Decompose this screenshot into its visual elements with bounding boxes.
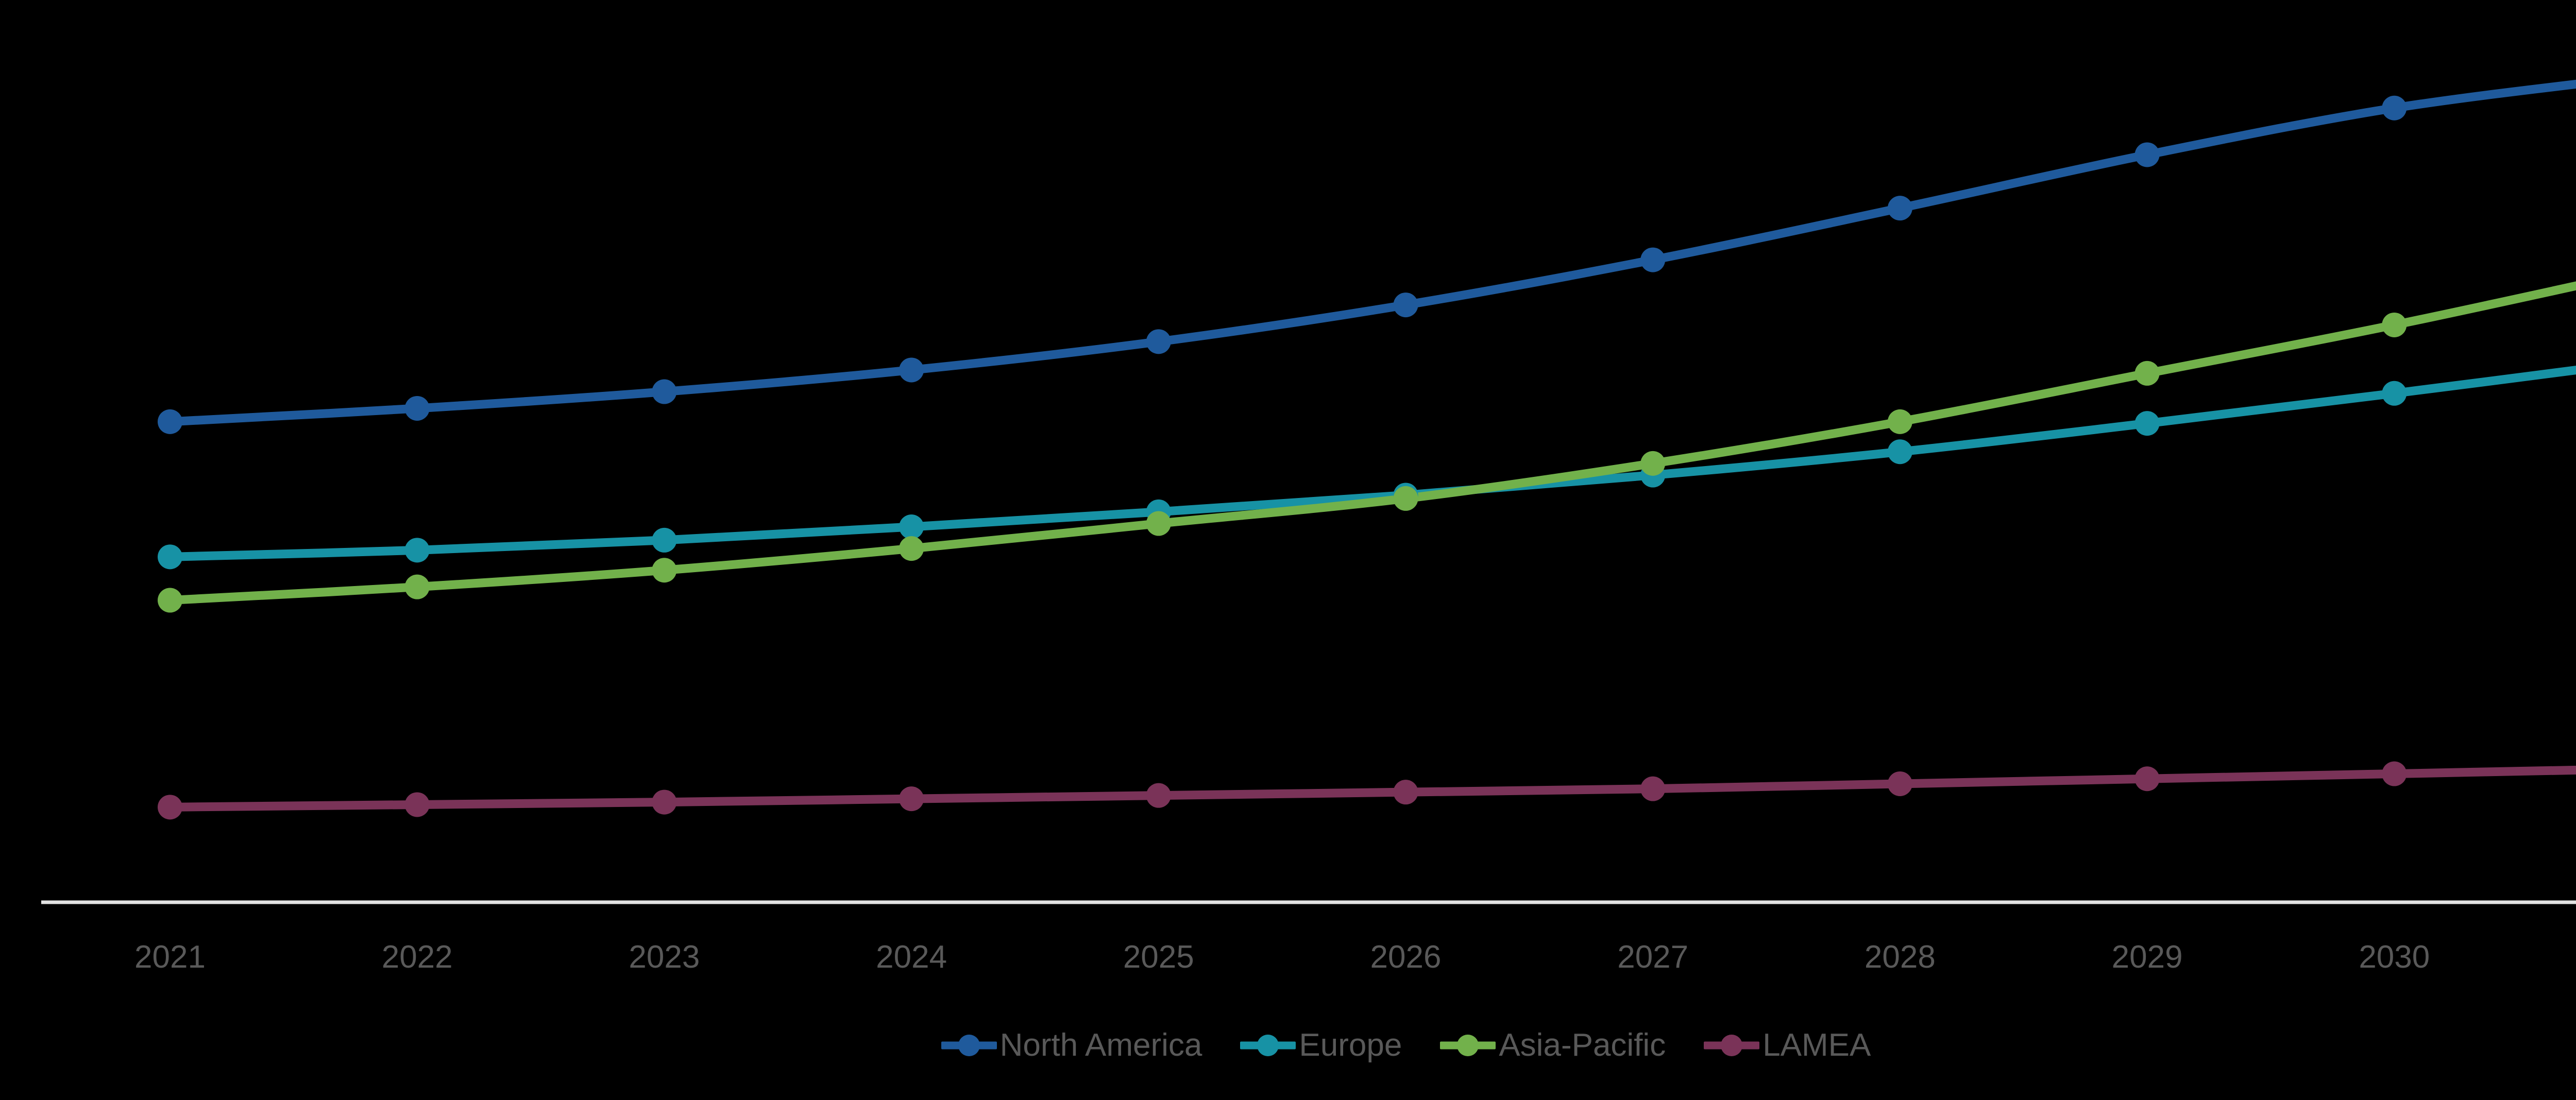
data-point-marker[interactable] — [899, 514, 924, 539]
legend-label: Europe — [1299, 1027, 1402, 1063]
data-point-marker[interactable] — [2382, 381, 2407, 406]
x-tick-label-2030: 2030 — [2359, 939, 2430, 975]
data-point-marker[interactable] — [2134, 142, 2160, 167]
series-lines — [165, 79, 2576, 812]
data-point-marker[interactable] — [1887, 409, 1912, 434]
x-tick-label-2022: 2022 — [381, 939, 453, 975]
legend-item-north-america[interactable]: North America — [941, 1029, 1202, 1061]
data-point-marker[interactable] — [2134, 411, 2160, 436]
data-point-marker[interactable] — [1640, 776, 1666, 801]
x-tick-label-2025: 2025 — [1123, 939, 1194, 975]
legend-marker-icon — [1440, 1034, 1496, 1057]
data-point-marker[interactable] — [2134, 766, 2160, 792]
data-point-marker[interactable] — [899, 536, 924, 561]
data-point-marker[interactable] — [404, 792, 430, 817]
series-line-north-america — [165, 79, 2576, 426]
data-point-marker[interactable] — [899, 357, 924, 383]
x-tick-label-2029: 2029 — [2111, 939, 2183, 975]
series-line-lamea — [165, 765, 2576, 812]
legend-marker-icon — [941, 1034, 997, 1057]
legend-marker-icon — [1704, 1034, 1760, 1057]
series-markers — [158, 95, 2407, 820]
data-point-marker[interactable] — [1887, 196, 1912, 221]
data-point-marker[interactable] — [1146, 511, 1171, 536]
legend-label: Asia-Pacific — [1499, 1027, 1666, 1063]
data-point-marker[interactable] — [1146, 329, 1171, 354]
data-point-marker[interactable] — [1640, 247, 1666, 272]
data-point-marker[interactable] — [899, 786, 924, 812]
data-point-marker[interactable] — [1393, 486, 1418, 511]
x-tick-label-2023: 2023 — [629, 939, 700, 975]
legend-marker-icon — [1240, 1034, 1296, 1057]
chart-legend: North America Europe Asia-Pacific LAMEA — [0, 1017, 2576, 1074]
data-point-marker[interactable] — [158, 795, 182, 820]
legend-item-lamea[interactable]: LAMEA — [1704, 1029, 1871, 1061]
legend-dot-swatch — [1457, 1035, 1479, 1056]
data-point-marker[interactable] — [404, 396, 430, 421]
legend-item-asia-pacific[interactable]: Asia-Pacific — [1440, 1029, 1666, 1061]
data-point-marker[interactable] — [158, 409, 182, 434]
x-tick-label-2027: 2027 — [1617, 939, 1689, 975]
x-tick-label-2028: 2028 — [1864, 939, 1936, 975]
data-point-marker[interactable] — [1393, 293, 1418, 318]
data-point-marker[interactable] — [1887, 439, 1912, 465]
data-point-marker[interactable] — [1146, 783, 1171, 808]
series-line-asia-pacific — [165, 281, 2576, 605]
data-point-marker[interactable] — [1640, 451, 1666, 476]
legend-dot-swatch — [958, 1035, 980, 1056]
data-point-marker[interactable] — [652, 789, 677, 815]
data-point-marker[interactable] — [158, 588, 182, 613]
data-point-marker[interactable] — [404, 574, 430, 599]
data-point-marker[interactable] — [652, 558, 677, 583]
legend-dot-swatch — [1721, 1035, 1743, 1056]
data-point-marker[interactable] — [1393, 780, 1418, 805]
data-point-marker[interactable] — [158, 544, 182, 570]
data-point-marker[interactable] — [2382, 95, 2407, 121]
legend-label: LAMEA — [1762, 1027, 1871, 1063]
legend-dot-swatch — [1257, 1035, 1279, 1056]
x-tick-label-2026: 2026 — [1370, 939, 1442, 975]
legend-item-europe[interactable]: Europe — [1240, 1029, 1402, 1061]
x-tick-label-2024: 2024 — [876, 939, 947, 975]
x-tick-label-2021: 2021 — [134, 939, 206, 975]
data-point-marker[interactable] — [1887, 771, 1912, 796]
data-point-marker[interactable] — [652, 379, 677, 404]
data-point-marker[interactable] — [2382, 761, 2407, 786]
data-point-marker[interactable] — [404, 538, 430, 563]
series-line-europe — [165, 366, 2576, 561]
data-point-marker[interactable] — [2382, 312, 2407, 337]
legend-label: North America — [999, 1027, 1202, 1063]
data-point-marker[interactable] — [652, 527, 677, 553]
data-point-marker[interactable] — [2134, 360, 2160, 386]
